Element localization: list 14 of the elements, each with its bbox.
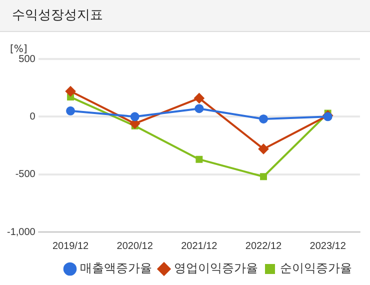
legend-label: 매출액증가율 xyxy=(80,261,152,276)
x-tick-label: 2022/12 xyxy=(245,240,282,252)
chart-title: 수익성장성지표 xyxy=(0,0,370,32)
y-tick-label: -1,000 xyxy=(6,226,36,238)
x-tick-label: 2021/12 xyxy=(181,240,218,252)
y-tick-label: 500 xyxy=(18,54,36,65)
legend-label: 영업이익증가율 xyxy=(174,261,258,276)
x-tick-label: 2019/12 xyxy=(52,240,90,252)
x-tick-label: 2023/12 xyxy=(310,240,346,252)
y-axis-title: [%] xyxy=(10,44,28,55)
y-tick-label: 0 xyxy=(30,111,36,122)
legend-label: 순이익증가율 xyxy=(280,261,352,276)
y-tick-label: -500 xyxy=(15,169,36,180)
x-tick-label: 2020/12 xyxy=(116,240,154,252)
